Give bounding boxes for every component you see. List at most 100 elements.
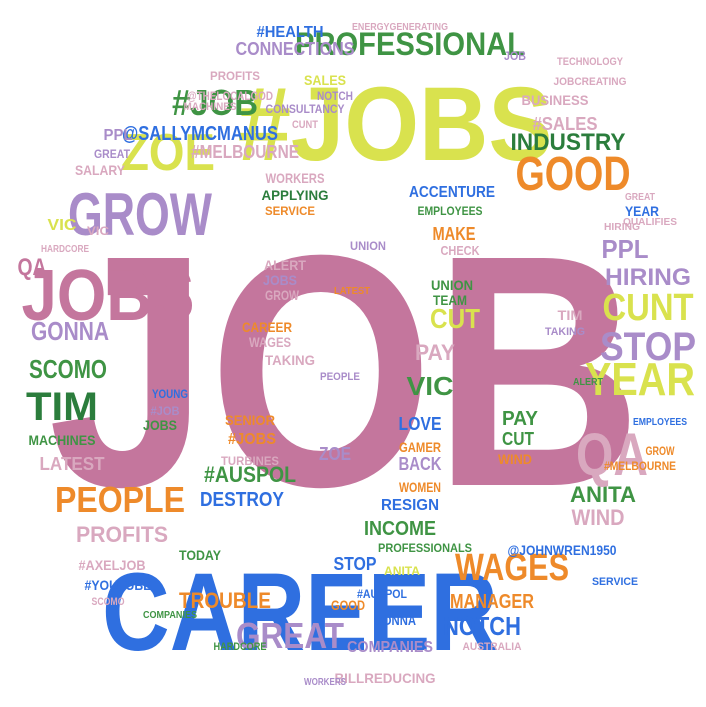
word-australia: AUSTRALIA	[463, 641, 522, 653]
word-machines: MACHINES	[184, 101, 237, 113]
word-jobs: JOBS	[22, 256, 195, 336]
word-zoe: ZOE	[319, 444, 351, 464]
word-great: GREAT	[94, 147, 131, 161]
word-people: PEOPLE	[320, 371, 360, 383]
word-stop: STOP	[334, 554, 377, 574]
word-anita: ANITA	[570, 482, 636, 507]
word-latest: LATEST	[334, 286, 370, 297]
word-good: GOOD	[331, 597, 365, 613]
word-wind: WIND	[572, 505, 625, 530]
word-accenture: ACCENTURE	[409, 184, 495, 201]
word-jobs: JOBS	[263, 272, 297, 288]
word-job: #JOB	[151, 404, 180, 418]
word-qa: QA	[576, 421, 648, 488]
word-qualifies: QUALIFIES	[623, 217, 677, 228]
word-grow: GROW	[265, 287, 300, 303]
word-hardcore: HARDCORE	[214, 641, 267, 653]
word-back: BACK	[399, 454, 442, 474]
word-notch: NOTCH	[317, 89, 353, 103]
word-ppl: PPL	[602, 234, 649, 264]
word-alert: ALERT	[264, 257, 306, 273]
word-hiring: HIRING	[604, 222, 640, 233]
word-union: UNION	[350, 239, 386, 253]
word-love: LOVE	[399, 414, 442, 434]
word-grow: GROW	[68, 181, 212, 248]
word-health: #HEALTH	[257, 24, 324, 41]
word-alert: ALERT	[573, 377, 603, 388]
word-income: INCOME	[364, 518, 436, 540]
word-union: UNION	[431, 277, 473, 293]
word-today: TODAY	[179, 547, 222, 563]
word-vic: VIC	[48, 217, 77, 234]
word-profits: PROFITS	[76, 522, 168, 547]
word-taking: TAKING	[265, 352, 315, 368]
word-business: BUSINESS	[522, 92, 589, 108]
word-zoe: ZOE	[121, 124, 215, 182]
word-cunt: CUNT	[292, 119, 318, 131]
word-gonna: GONNA	[31, 316, 109, 346]
word-grow: GROW	[646, 444, 675, 458]
word-check: CHECK	[441, 243, 481, 258]
word-cut: CUT	[502, 429, 534, 449]
word-cut: CUT	[430, 303, 480, 334]
word-scomo: SCOMO	[29, 354, 107, 384]
word-profits: PROFITS	[210, 69, 260, 83]
word-wages: WAGES	[455, 547, 569, 589]
word-sales: SALES	[304, 72, 346, 88]
word-employees: EMPLOYEES	[633, 417, 687, 428]
word-johnwren1950: @JOHNWREN1950	[508, 542, 617, 558]
word-year: YEAR	[625, 203, 659, 219]
word-job: #JOB	[172, 82, 258, 123]
word-jobs: #JOBS	[228, 431, 276, 448]
word-senior: SENIOR	[225, 412, 275, 428]
word-wind: WIND	[498, 451, 532, 467]
word-machines: MACHINES	[29, 432, 96, 448]
word-industry: INDUSTRY	[511, 129, 626, 156]
word-professionals: PROFESSIONALS	[378, 541, 472, 555]
word-employees: EMPLOYEES	[418, 204, 483, 218]
word-workers: WORKERS	[266, 170, 325, 186]
word-qa: QA	[18, 254, 47, 281]
word-career: CAREER	[102, 551, 498, 674]
word-gonna: GONNA	[374, 612, 416, 628]
word-trouble: TROUBLE	[179, 588, 271, 613]
word-axeljob: #AXELJOB	[79, 557, 146, 573]
word-ppl: PPL	[104, 127, 133, 144]
word-destroy: DESTROY	[200, 489, 285, 511]
word-workers: WORKERS	[304, 677, 346, 688]
word-pay: PAY	[502, 408, 539, 430]
word-anita: ANITA	[384, 564, 420, 578]
word-consultancy: CONSULTANCY	[266, 102, 345, 116]
word-service: SERVICE	[592, 576, 638, 588]
word-great: GREAT	[625, 192, 655, 203]
word-thelocalgod: @THELOCALGOD	[187, 89, 273, 103]
word-jobcreating: JOBCREATING	[554, 76, 627, 88]
word-resign: RESIGN	[381, 497, 439, 514]
word-hardcore: HARDCORE	[41, 244, 89, 255]
word-tim: TIM	[558, 307, 583, 323]
word-salary: SALARY	[75, 162, 126, 178]
word-hiring: HIRING	[605, 264, 691, 291]
word-notch: NOTCH	[443, 611, 521, 641]
word-year: YEAR	[585, 353, 695, 405]
word-job: JOB	[504, 49, 526, 63]
word-vic: VIC	[87, 224, 109, 238]
word-applying: APPLYING	[262, 187, 329, 203]
word-team: TEAM	[433, 292, 467, 308]
word-billreducing: BILLREDUCING	[335, 670, 436, 686]
word-latest: LATEST	[40, 454, 105, 474]
word-connections: CONNECTIONS	[236, 39, 355, 59]
word-companies: COMPANIES	[347, 639, 433, 656]
word-job: JOB	[48, 186, 642, 555]
word-energygenerating: ENERGYGENERATING	[352, 22, 448, 33]
word-young: YOUNG	[152, 387, 188, 401]
word-youtube: #YOUTUBE	[85, 577, 152, 593]
word-auspol: #AUSPOL	[357, 587, 407, 601]
word-women: WOMEN	[399, 479, 441, 495]
word-great: GREAT	[236, 615, 344, 656]
word-technology: TECHNOLOGY	[557, 56, 624, 68]
word-tim: TIM	[26, 385, 98, 429]
word-service: SERVICE	[265, 204, 315, 218]
word-jobs: #JOBS	[238, 66, 553, 183]
